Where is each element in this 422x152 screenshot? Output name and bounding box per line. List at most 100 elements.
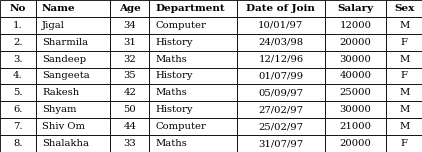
Text: No: No bbox=[10, 4, 26, 13]
Text: 21000: 21000 bbox=[339, 122, 371, 131]
Bar bbox=[237, 17, 325, 34]
Bar bbox=[0, 85, 36, 101]
Bar bbox=[149, 34, 237, 51]
Bar bbox=[149, 101, 237, 118]
Text: 20000: 20000 bbox=[340, 139, 371, 148]
Bar bbox=[386, 135, 422, 152]
Bar bbox=[0, 34, 36, 51]
Bar bbox=[237, 101, 325, 118]
Text: M: M bbox=[399, 55, 409, 64]
Text: 42: 42 bbox=[123, 88, 136, 97]
Text: 27/02/97: 27/02/97 bbox=[258, 105, 303, 114]
Bar bbox=[149, 0, 237, 17]
Bar bbox=[237, 0, 325, 17]
Text: 25/02/97: 25/02/97 bbox=[258, 122, 303, 131]
Text: F: F bbox=[400, 71, 408, 81]
Text: Department: Department bbox=[156, 4, 225, 13]
Text: Date of Join: Date of Join bbox=[246, 4, 315, 13]
Text: 1.: 1. bbox=[13, 21, 23, 30]
Bar bbox=[36, 51, 111, 67]
Bar bbox=[36, 101, 111, 118]
Bar bbox=[237, 85, 325, 101]
Bar bbox=[325, 0, 386, 17]
Text: 44: 44 bbox=[123, 122, 136, 131]
Text: Shiv Om: Shiv Om bbox=[42, 122, 85, 131]
Bar bbox=[325, 51, 386, 67]
Bar bbox=[325, 34, 386, 51]
Bar bbox=[386, 0, 422, 17]
Text: 8.: 8. bbox=[13, 139, 23, 148]
Bar bbox=[149, 118, 237, 135]
Bar bbox=[149, 51, 237, 67]
Text: 20000: 20000 bbox=[340, 38, 371, 47]
Bar bbox=[36, 17, 111, 34]
Bar bbox=[111, 0, 149, 17]
Text: 31/07/97: 31/07/97 bbox=[258, 139, 303, 148]
Text: 30000: 30000 bbox=[340, 105, 371, 114]
Text: Maths: Maths bbox=[156, 55, 187, 64]
Text: Maths: Maths bbox=[156, 88, 187, 97]
Bar bbox=[325, 101, 386, 118]
Text: Rakesh: Rakesh bbox=[42, 88, 79, 97]
Bar bbox=[111, 135, 149, 152]
Bar bbox=[386, 17, 422, 34]
Bar bbox=[0, 135, 36, 152]
Text: Age: Age bbox=[119, 4, 141, 13]
Text: 25000: 25000 bbox=[340, 88, 371, 97]
Text: 5.: 5. bbox=[13, 88, 23, 97]
Bar bbox=[237, 135, 325, 152]
Text: Shalakha: Shalakha bbox=[42, 139, 89, 148]
Bar bbox=[36, 85, 111, 101]
Text: Name: Name bbox=[42, 4, 76, 13]
Text: 05/09/97: 05/09/97 bbox=[258, 88, 303, 97]
Bar bbox=[111, 101, 149, 118]
Text: Shyam: Shyam bbox=[42, 105, 76, 114]
Text: 50: 50 bbox=[124, 105, 136, 114]
Bar bbox=[111, 17, 149, 34]
Text: F: F bbox=[400, 38, 408, 47]
Bar bbox=[149, 135, 237, 152]
Text: 3.: 3. bbox=[13, 55, 23, 64]
Bar bbox=[36, 34, 111, 51]
Text: F: F bbox=[400, 139, 408, 148]
Text: Computer: Computer bbox=[156, 21, 206, 30]
Bar bbox=[386, 34, 422, 51]
Bar bbox=[237, 51, 325, 67]
Bar bbox=[325, 135, 386, 152]
Bar bbox=[0, 51, 36, 67]
Text: Maths: Maths bbox=[156, 139, 187, 148]
Bar bbox=[36, 67, 111, 85]
Text: 30000: 30000 bbox=[340, 55, 371, 64]
Text: 40000: 40000 bbox=[339, 71, 371, 81]
Bar bbox=[237, 67, 325, 85]
Bar bbox=[325, 85, 386, 101]
Bar bbox=[0, 101, 36, 118]
Bar bbox=[111, 85, 149, 101]
Text: Salary: Salary bbox=[338, 4, 373, 13]
Bar bbox=[149, 67, 237, 85]
Bar bbox=[237, 118, 325, 135]
Bar bbox=[325, 118, 386, 135]
Text: Sangeeta: Sangeeta bbox=[42, 71, 90, 81]
Bar bbox=[325, 67, 386, 85]
Bar bbox=[386, 118, 422, 135]
Bar bbox=[149, 85, 237, 101]
Text: History: History bbox=[156, 38, 193, 47]
Text: Jigal: Jigal bbox=[42, 21, 65, 30]
Bar bbox=[111, 118, 149, 135]
Text: M: M bbox=[399, 122, 409, 131]
Text: 34: 34 bbox=[123, 21, 136, 30]
Text: 12000: 12000 bbox=[339, 21, 371, 30]
Bar bbox=[111, 51, 149, 67]
Text: 32: 32 bbox=[124, 55, 136, 64]
Text: History: History bbox=[156, 105, 193, 114]
Bar bbox=[386, 101, 422, 118]
Bar bbox=[111, 67, 149, 85]
Text: M: M bbox=[399, 88, 409, 97]
Text: Computer: Computer bbox=[156, 122, 206, 131]
Bar bbox=[0, 67, 36, 85]
Text: 33: 33 bbox=[124, 139, 136, 148]
Bar bbox=[0, 118, 36, 135]
Bar bbox=[36, 135, 111, 152]
Text: 24/03/98: 24/03/98 bbox=[258, 38, 303, 47]
